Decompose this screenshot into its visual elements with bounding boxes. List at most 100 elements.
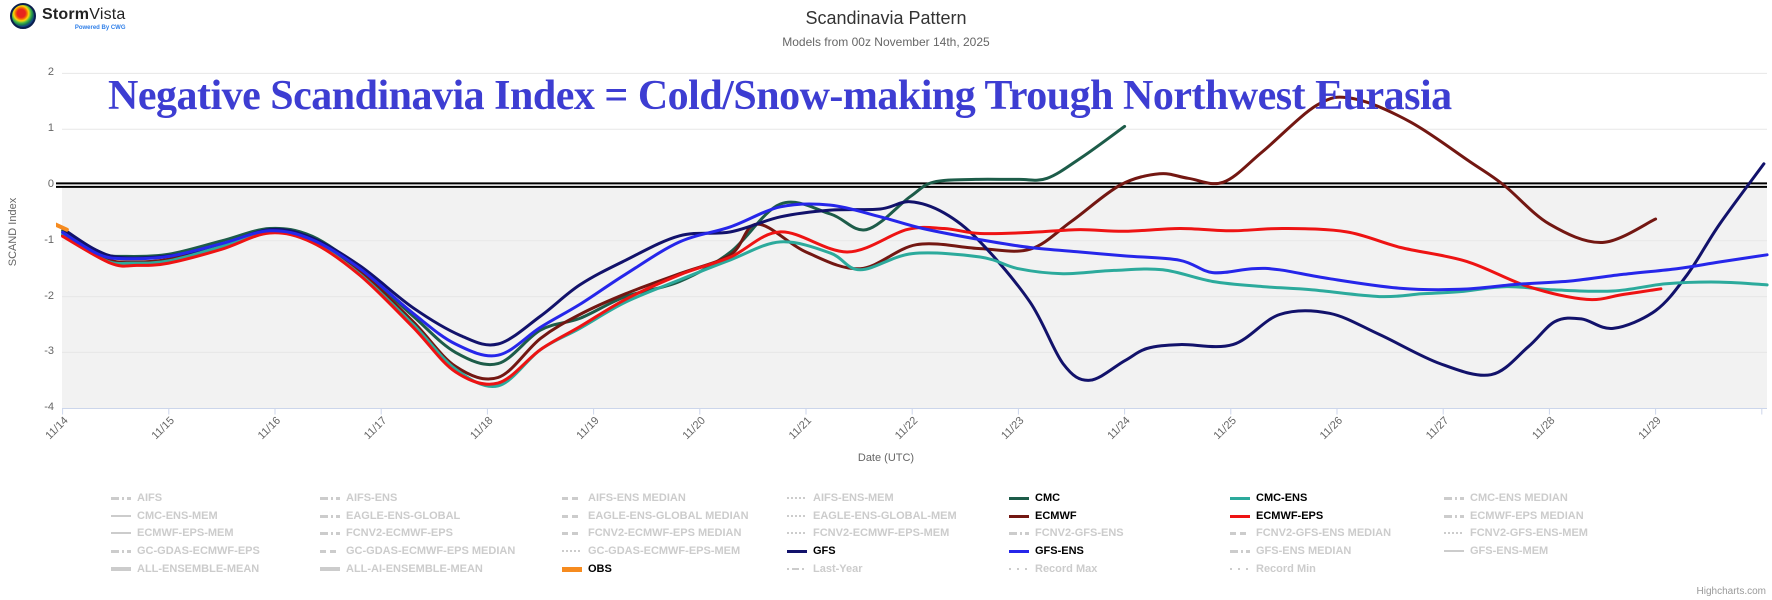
legend-item-label: OBS bbox=[588, 563, 612, 575]
legend-item-aifs[interactable]: AIFS bbox=[111, 491, 162, 505]
x-tick-label: 11/22 bbox=[893, 415, 920, 442]
chart-subtitle: Models from 00z November 14th, 2025 bbox=[782, 35, 990, 49]
legend-marker bbox=[562, 566, 582, 572]
page-title: Scandinavia Pattern bbox=[805, 8, 967, 28]
legend-marker bbox=[787, 496, 807, 500]
legend-item-fcnv2-ecmwf-eps-mem[interactable]: FCNV2-ECMWF-EPS-MEM bbox=[787, 526, 949, 540]
legend-item-fcnv2-gfs-ens-mem[interactable]: FCNV2-GFS-ENS-MEM bbox=[1444, 526, 1588, 540]
legend-item-aifs-ens[interactable]: AIFS-ENS bbox=[320, 491, 397, 505]
legend-marker bbox=[111, 496, 131, 500]
legend-item-cmc-ens[interactable]: CMC-ENS bbox=[1230, 491, 1307, 505]
legend-item-label: ECMWF bbox=[1035, 510, 1077, 522]
legend-item-label: EAGLE-ENS-GLOBAL-MEM bbox=[813, 510, 957, 522]
legend-item-last-year[interactable]: Last-Year bbox=[787, 562, 863, 576]
series-gfs-ens[interactable] bbox=[61, 202, 1769, 358]
legend-marker bbox=[562, 514, 582, 518]
y-tick-label: -3 bbox=[44, 345, 54, 358]
legend-item-all-ensemble-mean[interactable]: ALL-ENSEMBLE-MEAN bbox=[111, 562, 259, 576]
legend-item-label: FCNV2-ECMWF-EPS bbox=[346, 527, 453, 539]
legend-marker bbox=[787, 567, 807, 571]
legend-item-gfs[interactable]: GFS bbox=[787, 544, 836, 558]
legend-marker bbox=[320, 496, 340, 500]
stormvista-logo-icon bbox=[10, 3, 36, 29]
legend-item-label: AIFS bbox=[137, 492, 163, 504]
legend-item-obs[interactable]: OBS bbox=[562, 562, 612, 576]
legend-item-eagle-ens-global-median[interactable]: EAGLE-ENS-GLOBAL MEDIAN bbox=[562, 509, 749, 523]
series-gfs[interactable] bbox=[61, 162, 1766, 382]
legend-item-label: CMC-ENS-MEM bbox=[137, 510, 218, 522]
legend-marker bbox=[1009, 531, 1029, 535]
legend-item-label: GFS bbox=[813, 545, 836, 557]
series-group[interactable] bbox=[52, 95, 1769, 389]
legend-item-gfs-ens[interactable]: GFS-ENS bbox=[1009, 544, 1084, 558]
legend-item-gfs-ens-mem[interactable]: GFS-ENS-MEM bbox=[1444, 544, 1548, 558]
legend-item-label: AIFS-ENS bbox=[346, 492, 398, 504]
legend-item-record-min[interactable]: Record Min bbox=[1230, 562, 1316, 576]
legend-item-record-max[interactable]: Record Max bbox=[1009, 562, 1097, 576]
legend-marker bbox=[320, 531, 340, 535]
legend-marker bbox=[320, 549, 340, 553]
legend-item-label: Record Max bbox=[1035, 563, 1098, 575]
stormvista-logo[interactable]: StormVista Powered By CWG bbox=[10, 3, 126, 31]
x-tick-label: 11/25 bbox=[1212, 415, 1239, 442]
legend-item-eagle-ens-global-mem[interactable]: EAGLE-ENS-GLOBAL-MEM bbox=[787, 509, 957, 523]
y-tick-label: 0 bbox=[47, 178, 54, 190]
legend-item-cmc-ens-median[interactable]: CMC-ENS MEDIAN bbox=[1444, 491, 1568, 505]
legend-item-label: ECMWF-EPS MEDIAN bbox=[1470, 510, 1584, 522]
legend-marker bbox=[1230, 567, 1250, 571]
legend-item-aifs-ens-mem[interactable]: AIFS-ENS-MEM bbox=[787, 491, 894, 505]
legend-item-label: ECMWF-EPS-MEM bbox=[137, 527, 234, 539]
legend-marker bbox=[787, 514, 807, 518]
legend-item-label: GC-GDAS-ECMWF-EPS-MEM bbox=[588, 545, 741, 557]
logo-wordmark: StormVista bbox=[42, 6, 126, 23]
legend-marker bbox=[1009, 496, 1029, 500]
legend-marker bbox=[1444, 514, 1464, 518]
legend-item-aifs-ens-median[interactable]: AIFS-ENS MEDIAN bbox=[562, 491, 686, 505]
x-tick-label: 11/28 bbox=[1530, 415, 1557, 442]
y-tick-label: 2 bbox=[47, 66, 54, 79]
legend-marker bbox=[787, 549, 807, 553]
legend-item-fcnv2-gfs-ens-median[interactable]: FCNV2-GFS-ENS MEDIAN bbox=[1230, 526, 1391, 540]
legend-item-ecmwf-eps[interactable]: ECMWF-EPS bbox=[1230, 509, 1323, 523]
legend-item-label: FCNV2-ECMWF-EPS-MEM bbox=[813, 527, 950, 539]
legend-item-label: CMC bbox=[1035, 492, 1061, 504]
legend-item-label: GC-GDAS-ECMWF-EPS bbox=[137, 545, 260, 557]
x-tick-label: 11/24 bbox=[1105, 415, 1132, 442]
series-ecmwf-eps[interactable] bbox=[61, 225, 1663, 386]
legend-item-cmc[interactable]: CMC bbox=[1009, 491, 1060, 505]
legend-item-gfs-ens-median[interactable]: GFS-ENS MEDIAN bbox=[1230, 544, 1351, 558]
legend-item-ecmwf-eps-median[interactable]: ECMWF-EPS MEDIAN bbox=[1444, 509, 1584, 523]
y-tick-label: -1 bbox=[44, 233, 54, 246]
legend-item-ecmwf-eps-mem[interactable]: ECMWF-EPS-MEM bbox=[111, 526, 234, 540]
x-tick-label: 11/18 bbox=[468, 415, 495, 442]
legend-item-gc-gdas-ecmwf-eps-median[interactable]: GC-GDAS-ECMWF-EPS MEDIAN bbox=[320, 544, 515, 558]
legend-marker bbox=[562, 531, 582, 535]
legend-item-label: AIFS-ENS-MEM bbox=[813, 492, 894, 504]
y-tick-label: 1 bbox=[47, 122, 54, 135]
legend-marker bbox=[111, 566, 131, 572]
highcharts-credit[interactable]: Highcharts.com bbox=[1696, 586, 1766, 597]
legend-marker bbox=[1444, 531, 1464, 535]
legend-item-fcnv2-gfs-ens[interactable]: FCNV2-GFS-ENS bbox=[1009, 526, 1124, 540]
series-obs[interactable] bbox=[52, 222, 69, 232]
legend-item-all-ai-ensemble-mean[interactable]: ALL-AI-ENSEMBLE-MEAN bbox=[320, 562, 483, 576]
legend-item-gc-gdas-ecmwf-eps-mem[interactable]: GC-GDAS-ECMWF-EPS-MEM bbox=[562, 544, 740, 558]
x-tick-label: 11/19 bbox=[574, 415, 601, 442]
legend-item-label: Last-Year bbox=[813, 563, 863, 575]
legend-marker bbox=[1230, 514, 1250, 518]
x-tick-label: 11/26 bbox=[1318, 415, 1345, 442]
y-tick-label: -2 bbox=[44, 289, 54, 302]
legend-item-gc-gdas-ecmwf-eps[interactable]: GC-GDAS-ECMWF-EPS bbox=[111, 544, 260, 558]
legend-item-ecmwf[interactable]: ECMWF bbox=[1009, 509, 1077, 523]
legend-marker bbox=[1230, 531, 1250, 535]
legend-item-eagle-ens-global[interactable]: EAGLE-ENS-GLOBAL bbox=[320, 509, 460, 523]
legend-item-label: CMC-ENS MEDIAN bbox=[1470, 492, 1568, 504]
legend-item-cmc-ens-mem[interactable]: CMC-ENS-MEM bbox=[111, 509, 218, 523]
legend-item-label: FCNV2-ECMWF-EPS MEDIAN bbox=[588, 527, 742, 539]
legend-item-fcnv2-ecmwf-eps[interactable]: FCNV2-ECMWF-EPS bbox=[320, 526, 453, 540]
x-tick-label: 11/16 bbox=[256, 415, 283, 442]
series-cmc[interactable] bbox=[61, 124, 1127, 367]
legend-item-fcnv2-ecmwf-eps-median[interactable]: FCNV2-ECMWF-EPS MEDIAN bbox=[562, 526, 741, 540]
